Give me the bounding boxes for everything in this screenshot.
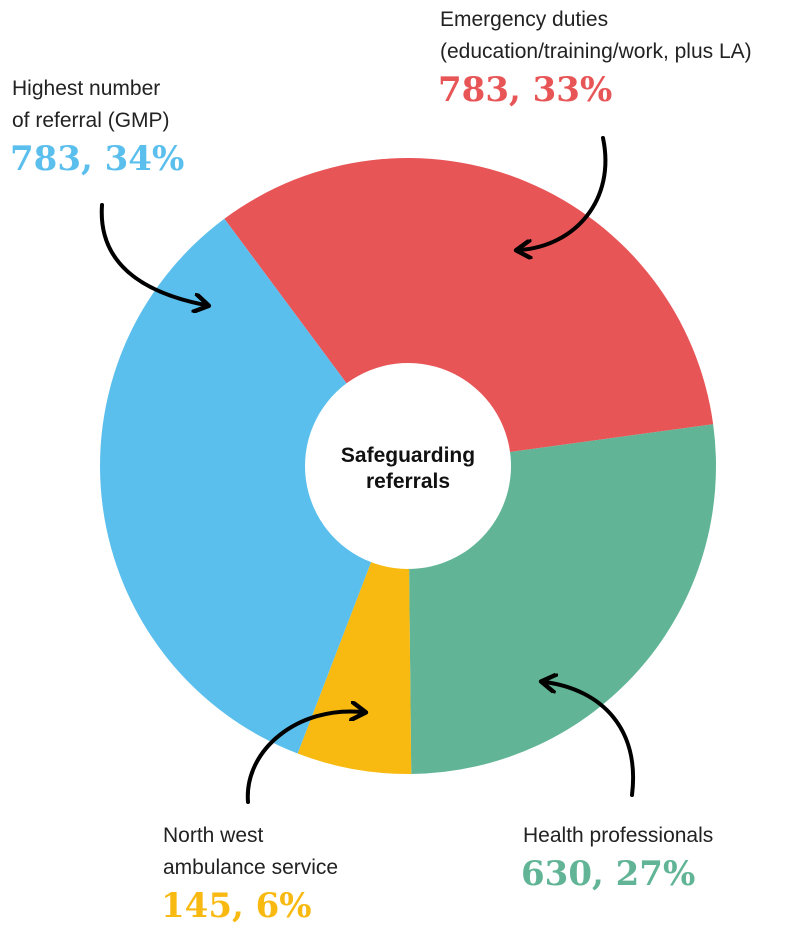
- slice: [409, 424, 716, 774]
- value-label: 630, 27%: [521, 854, 696, 894]
- category-label: Health professionals: [523, 824, 714, 847]
- value-label: 783, 33%: [438, 70, 613, 110]
- arrow: [245, 711, 362, 804]
- arrows: [99, 136, 636, 804]
- slice: [99, 218, 372, 754]
- center-label: Safeguarding referrals: [340, 444, 476, 493]
- arrow: [520, 136, 608, 250]
- arrow: [545, 682, 636, 797]
- category-label: Emergency duties (education/training/wor…: [440, 8, 752, 63]
- donut: [99, 157, 716, 774]
- slice: [224, 157, 714, 453]
- slice: [297, 562, 412, 774]
- value-label: 783, 34%: [10, 139, 185, 179]
- category-label: North west ambulance service: [163, 824, 339, 879]
- arrow: [99, 203, 205, 305]
- value-label: 145, 6%: [161, 886, 312, 926]
- category-label: Highest number of referral (GMP): [12, 77, 170, 132]
